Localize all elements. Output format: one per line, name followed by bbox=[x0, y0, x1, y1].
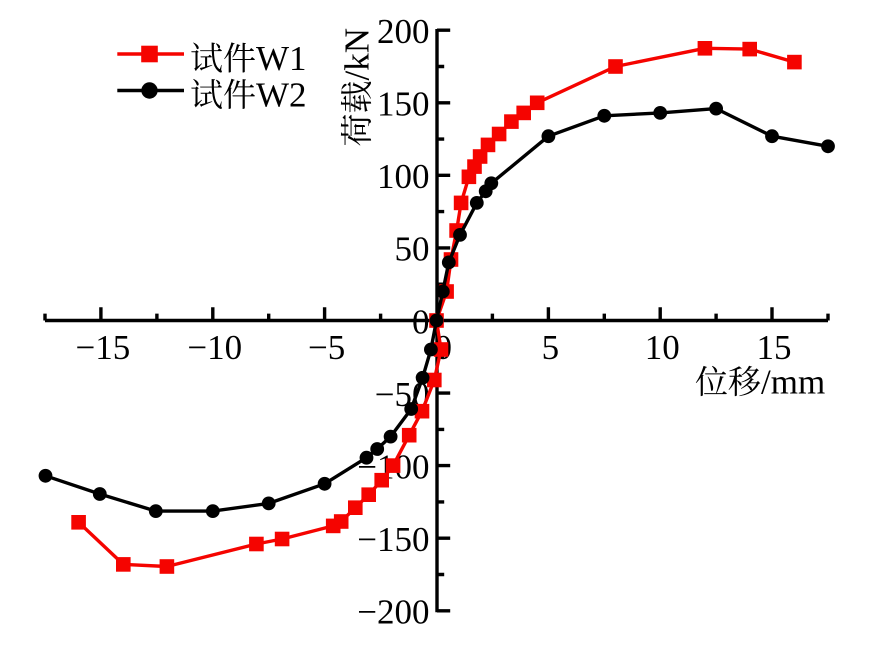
svg-text:/mm: /mm bbox=[761, 363, 825, 402]
svg-text:−10: −10 bbox=[187, 328, 242, 367]
svg-text:−200: −200 bbox=[357, 593, 429, 632]
svg-text:10: 10 bbox=[645, 328, 680, 367]
svg-text:150: 150 bbox=[377, 85, 430, 124]
svg-text:W2: W2 bbox=[256, 75, 307, 114]
svg-text:0: 0 bbox=[412, 302, 430, 341]
svg-text:−15: −15 bbox=[76, 328, 131, 367]
svg-text:200: 200 bbox=[377, 12, 430, 51]
svg-text:50: 50 bbox=[395, 230, 430, 269]
svg-text:W1: W1 bbox=[256, 39, 307, 78]
svg-text:/kN: /kN bbox=[338, 28, 377, 81]
svg-text:5: 5 bbox=[542, 328, 560, 367]
svg-text:−150: −150 bbox=[357, 520, 429, 559]
svg-text:−5: −5 bbox=[308, 328, 345, 367]
svg-text:15: 15 bbox=[757, 328, 792, 367]
svg-text:100: 100 bbox=[377, 157, 430, 196]
